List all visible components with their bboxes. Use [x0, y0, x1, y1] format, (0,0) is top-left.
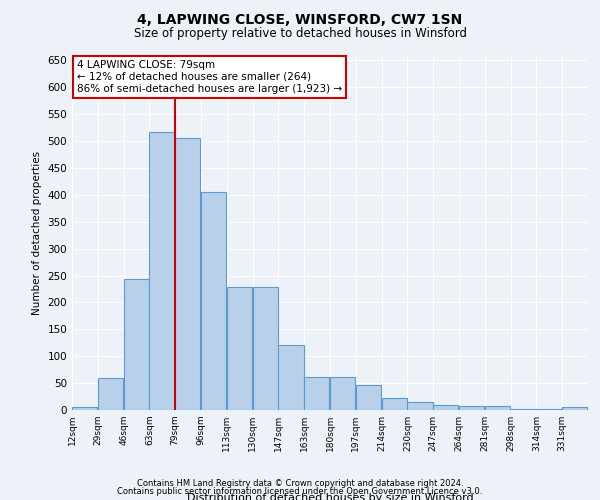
Bar: [98, 378, 123, 410]
Bar: [278, 346, 304, 410]
Bar: [227, 288, 252, 410]
Bar: [72, 408, 97, 410]
Bar: [511, 409, 536, 410]
X-axis label: Distribution of detached houses by size in Winsford: Distribution of detached houses by size …: [187, 493, 473, 500]
Bar: [433, 404, 458, 410]
Text: Contains HM Land Registry data © Crown copyright and database right 2024.: Contains HM Land Registry data © Crown c…: [137, 478, 463, 488]
Bar: [149, 132, 175, 410]
Text: 4, LAPWING CLOSE, WINSFORD, CW7 1SN: 4, LAPWING CLOSE, WINSFORD, CW7 1SN: [137, 12, 463, 26]
Bar: [356, 384, 381, 410]
Bar: [253, 288, 278, 410]
Bar: [485, 406, 510, 410]
Bar: [407, 402, 433, 410]
Y-axis label: Number of detached properties: Number of detached properties: [32, 150, 42, 314]
Bar: [536, 409, 562, 410]
Text: Size of property relative to detached houses in Winsford: Size of property relative to detached ho…: [133, 28, 467, 40]
Bar: [459, 406, 484, 410]
Bar: [175, 138, 200, 410]
Bar: [201, 192, 226, 410]
Bar: [124, 280, 149, 410]
Bar: [304, 376, 329, 410]
Text: Contains public sector information licensed under the Open Government Licence v3: Contains public sector information licen…: [118, 488, 482, 496]
Text: 4 LAPWING CLOSE: 79sqm
← 12% of detached houses are smaller (264)
86% of semi-de: 4 LAPWING CLOSE: 79sqm ← 12% of detached…: [77, 60, 342, 94]
Bar: [330, 376, 355, 410]
Bar: [382, 398, 407, 410]
Bar: [562, 408, 587, 410]
